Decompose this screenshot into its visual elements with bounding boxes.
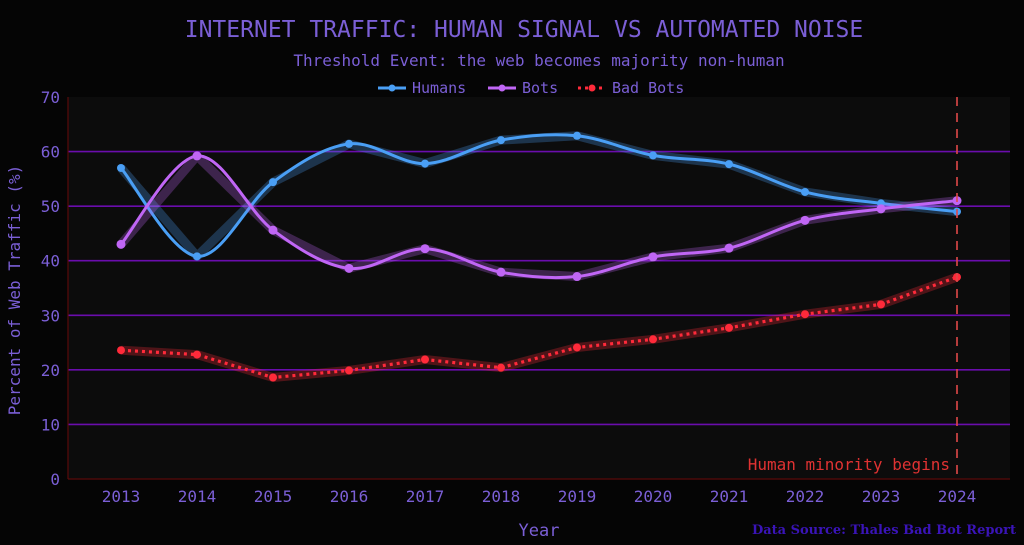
y-tick-label: 20 — [41, 361, 60, 380]
x-axis-label: Year — [519, 521, 560, 541]
data-point-bots — [572, 272, 582, 282]
y-tick-label: 60 — [41, 143, 60, 162]
data-point-bad-bots — [269, 373, 277, 382]
y-tick-label: 70 — [41, 88, 60, 107]
data-point-humans — [649, 151, 657, 160]
y-tick-label: 10 — [41, 415, 60, 434]
data-point-humans — [269, 178, 277, 187]
x-tick-label: 2019 — [558, 487, 597, 506]
data-point-bots — [420, 244, 430, 254]
data-point-bots — [268, 225, 278, 235]
x-tick-label: 2023 — [862, 487, 901, 506]
data-point-humans — [193, 252, 201, 261]
legend-item-bots: Bots — [488, 79, 558, 97]
data-point-humans — [725, 160, 733, 169]
legend-marker — [588, 84, 596, 92]
threshold-annotation: Human minority begins — [748, 455, 950, 474]
data-point-bots — [344, 263, 354, 273]
data-point-bad-bots — [877, 300, 885, 309]
data-point-bad-bots — [345, 366, 353, 375]
data-point-bots — [724, 243, 734, 253]
data-point-humans — [801, 187, 809, 196]
chart-subtitle: Threshold Event: the web becomes majorit… — [293, 51, 784, 70]
x-axis-ticks: 2013 2014 2015 2016 2017 2018 2019 2020 2021 2022… — [102, 487, 977, 506]
legend-label: Bots — [522, 79, 558, 97]
y-axis-label: Percent of Web Traffic (%) — [5, 165, 24, 415]
x-tick-label: 2020 — [634, 487, 673, 506]
gridlines — [68, 150, 1010, 426]
chart-title: INTERNET TRAFFIC: HUMAN SIGNAL VS AUTOMA… — [185, 17, 864, 43]
x-tick-label: 2022 — [786, 487, 825, 506]
data-point-bots — [496, 267, 506, 277]
series-layer — [116, 131, 962, 382]
y-tick-label: 50 — [41, 197, 60, 216]
x-tick-label: 2013 — [102, 487, 141, 506]
data-point-humans — [421, 159, 429, 168]
y-tick-label: 0 — [50, 470, 60, 489]
data-point-humans — [117, 163, 125, 172]
x-tick-label: 2021 — [710, 487, 749, 506]
data-point-bad-bots — [117, 346, 125, 355]
legend-label: Humans — [412, 79, 466, 97]
data-point-bad-bots — [725, 323, 733, 332]
legend-marker — [498, 84, 506, 92]
data-point-bad-bots — [801, 310, 809, 319]
plot-area — [68, 97, 1010, 479]
x-tick-label: 2024 — [938, 487, 977, 506]
series-humans — [117, 131, 961, 261]
data-point-bad-bots — [421, 355, 429, 364]
x-tick-label: 2014 — [178, 487, 217, 506]
data-point-bots — [800, 215, 810, 225]
x-tick-label: 2015 — [254, 487, 293, 506]
data-source: Data Source: Thales Bad Bot Report — [752, 523, 1016, 538]
data-point-bots — [116, 239, 126, 249]
data-point-bots — [192, 151, 202, 161]
legend: Humans Bots Bad Bots — [378, 79, 684, 97]
legend-item-humans: Humans — [378, 79, 466, 97]
data-point-bots — [876, 204, 886, 214]
data-point-bad-bots — [573, 343, 581, 352]
data-point-humans — [345, 139, 353, 148]
series-line-bad-bots — [120, 275, 958, 380]
series-bots — [116, 151, 962, 282]
x-tick-label: 2017 — [406, 487, 445, 506]
data-point-bad-bots — [193, 350, 201, 359]
x-tick-label: 2016 — [330, 487, 369, 506]
legend-marker — [388, 84, 396, 92]
data-point-bots — [648, 252, 658, 262]
data-point-humans — [497, 136, 505, 145]
x-tick-label: 2018 — [482, 487, 521, 506]
data-point-humans — [573, 131, 581, 140]
data-point-bad-bots — [497, 363, 505, 372]
legend-label: Bad Bots — [612, 79, 684, 97]
y-tick-label: 30 — [41, 306, 60, 325]
legend-item-bad-bots: Bad Bots — [578, 79, 684, 97]
y-tick-label: 40 — [41, 252, 60, 271]
data-point-bad-bots — [649, 335, 657, 344]
y-axis-ticks: 0 10 20 30 40 50 60 70 — [41, 88, 60, 489]
